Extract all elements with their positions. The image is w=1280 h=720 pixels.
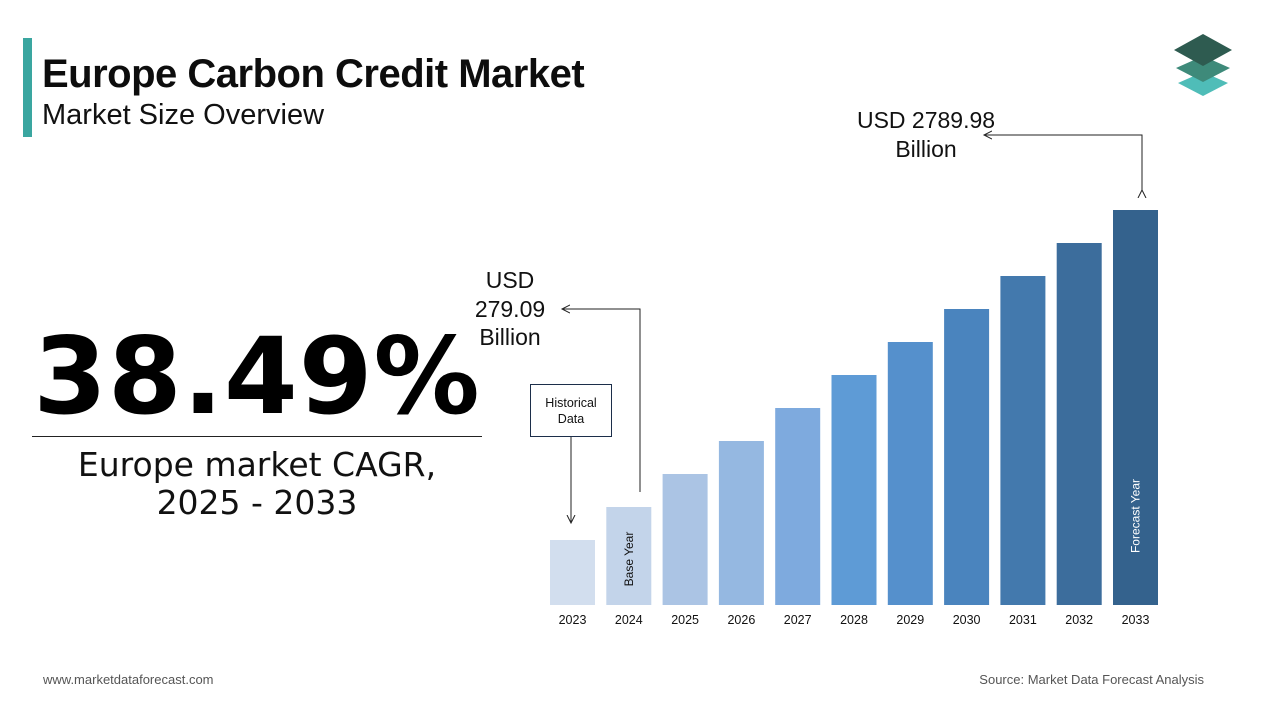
cagr-label-line1: Europe market CAGR, [77,445,437,484]
cagr-value: 38.49% [33,315,481,438]
bar-2025 [662,474,708,605]
historical-data-line2: Data [557,411,585,426]
forecast-year-label: Forecast Year [1129,479,1143,553]
start-value-callout: USD 279.09 Billion [465,266,555,352]
bar-2033 [1113,210,1158,605]
logo-layer-top [1174,34,1232,66]
historical-data-line1: Historical [545,395,597,410]
x-tick-label-2030: 2030 [953,613,981,627]
start-value-line3: Billion [479,324,541,350]
bar-2023 [550,540,595,605]
start-value-line2: 279.09 [474,295,546,322]
x-tick-label-2028: 2028 [840,613,868,627]
x-tick-label-2027: 2027 [784,613,812,627]
x-tick-label-2031: 2031 [1009,613,1037,627]
end-value-line2: Billion [895,136,957,162]
start-value-arrow [562,309,641,492]
cagr-divider [32,436,482,437]
end-value-callout: USD 2789.98 Billion [850,106,1002,164]
bar-2026 [718,441,764,605]
x-tick-label-2025: 2025 [671,613,699,627]
bar-2030 [944,309,990,605]
x-tick-label-2032: 2032 [1065,613,1093,627]
bar-2031 [1000,276,1046,605]
end-value-line1: USD 2789.98 [856,107,996,133]
bar-2032 [1056,243,1102,605]
bar-2029 [887,342,933,605]
logo-layer-middle [1176,56,1230,82]
stacked-layers-logo-icon [1174,34,1232,96]
page-subtitle: Market Size Overview [42,99,325,131]
source-footer: Source: Market Data Forecast Analysis [979,672,1204,687]
bar-2027 [775,408,821,605]
bar-2028 [831,375,877,605]
x-tick-label-2024: 2024 [615,613,643,627]
cagr-label: Europe market CAGR, 2025 - 2033 [32,446,482,522]
website-footer: www.marketdataforecast.com [43,672,214,687]
historical-data-box: Historical Data [530,384,612,437]
x-tick-label-2026: 2026 [727,613,755,627]
x-tick-label-2029: 2029 [896,613,924,627]
cagr-label-line2: 2025 - 2033 [156,483,358,522]
start-value-line1: USD [485,267,535,293]
x-tick-label-2023: 2023 [559,613,587,627]
x-tick-label-2033: 2033 [1122,613,1150,627]
bar-2024 [606,507,652,605]
base-year-label: Base Year [622,532,636,587]
page-title: Europe Carbon Credit Market [42,52,585,96]
title-accent-bar [23,38,32,137]
logo-layer-bottom [1178,72,1228,96]
end-value-arrow [984,135,1142,190]
